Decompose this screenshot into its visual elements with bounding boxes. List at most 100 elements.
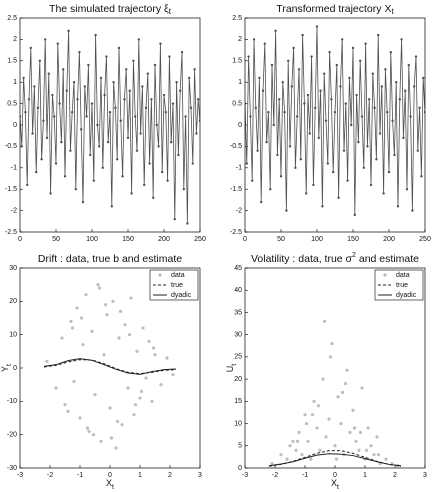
y-tick-label: -20 [7,432,17,439]
y-tick-label: 30 [9,265,17,272]
y-tick-label: 1.5 [7,58,17,65]
data-point [291,439,295,443]
trajectory-point [170,140,173,144]
x-tick-label: 250 [194,236,206,243]
data-point [85,426,90,430]
trajectory-point [26,183,29,187]
chart-title: Volatility : data, true σ2 and estimate [251,252,419,265]
trajectory-point [402,136,405,140]
data-point [372,453,376,457]
trajectory-point [301,33,304,37]
data-point [306,439,310,443]
trajectory-point [333,110,337,114]
trajectory-point [369,183,373,187]
trajectory-point [400,38,403,41]
trajectory-point [90,102,94,105]
trajectory-point [341,38,344,41]
data-point [328,355,333,359]
data-point [360,386,364,390]
data-point [63,403,67,407]
y-tick-label: -1.5 [230,186,242,193]
data-point [297,430,301,435]
data-point [135,349,139,353]
data-point [151,346,156,350]
y-axis-label: Ut [225,364,237,373]
trajectory-point [287,59,290,62]
x-label-text: X [106,478,112,488]
y-tick-label: 20 [9,298,17,305]
title-subscript: t [391,7,394,16]
trajectory-point [162,93,166,97]
legend-label: dyadic [171,292,192,299]
x-tick-label: 1 [363,472,367,479]
trajectory-point [317,136,320,140]
y-tick-label: 40 [234,287,242,294]
y-tick-label: 10 [234,420,242,427]
trajectory-point [252,38,256,41]
x-tick-label: 0 [108,472,112,479]
trajectory-point [179,89,182,92]
x-tick-label: 0 [333,472,337,479]
trajectory-point [332,170,335,174]
x-label-subscript: t [112,484,114,491]
trajectory-point [155,123,158,127]
trajectory-point [117,46,121,50]
trajectory-point [31,132,34,135]
plot-area [43,283,177,450]
trajectory-point [36,106,40,110]
trajectory-point [373,106,376,110]
trajectory-point [161,170,164,174]
plot-area [20,29,200,225]
trajectory-point [96,123,99,127]
trajectory-point [290,85,293,88]
trajectory-point [60,140,63,144]
trajectory-point [107,140,110,144]
trajectory-point [168,55,171,58]
y-tick-label: 35 [234,309,242,316]
x-tick-label: 250 [419,236,431,243]
trajectory-point [123,98,126,101]
panel: Transformed trajectory Xt 0 50 100 150 200 250… [230,3,431,243]
trajectory-point [29,46,32,50]
trajectory-point [251,179,254,182]
title-text: Transformed trajectory X [276,3,391,15]
trajectory-point [177,153,180,157]
trajectory-point [180,51,184,54]
data-point [81,343,85,347]
data-point [60,336,64,340]
data-point [339,421,343,426]
trajectory-point [395,81,398,84]
x-tick-label: -1 [77,472,83,479]
data-point [316,404,321,408]
trajectory-point [353,213,356,217]
y-tick-label: 25 [234,354,242,361]
trajectory-point [80,128,83,131]
trajectory-point [175,81,178,84]
data-point [75,306,79,310]
y-tick-label: 1.5 [232,58,242,65]
data-point [321,377,325,381]
data-point [376,453,381,457]
trajectory-point [58,102,61,105]
data-point [150,399,154,403]
trajectory-point [125,68,128,71]
trajectory-point [110,205,114,208]
trajectory-point [330,98,333,101]
x-tick-label: 50 [52,236,60,243]
trajectory-point [366,145,369,148]
y-tick-label: -1 [236,165,242,172]
data-point [330,341,334,346]
y-tick-label: 45 [234,265,242,272]
trajectory-point [171,102,175,105]
plot-area [245,25,425,217]
trajectory-point [258,76,261,80]
data-point [102,353,106,357]
data-point [322,319,327,323]
trajectory-point [105,55,108,58]
trajectory-point [360,115,364,118]
data-point [78,416,82,420]
trajectory-point [405,188,409,191]
trajectory-point [357,140,360,144]
trajectory-point [182,188,185,191]
trajectory-point [274,29,277,33]
